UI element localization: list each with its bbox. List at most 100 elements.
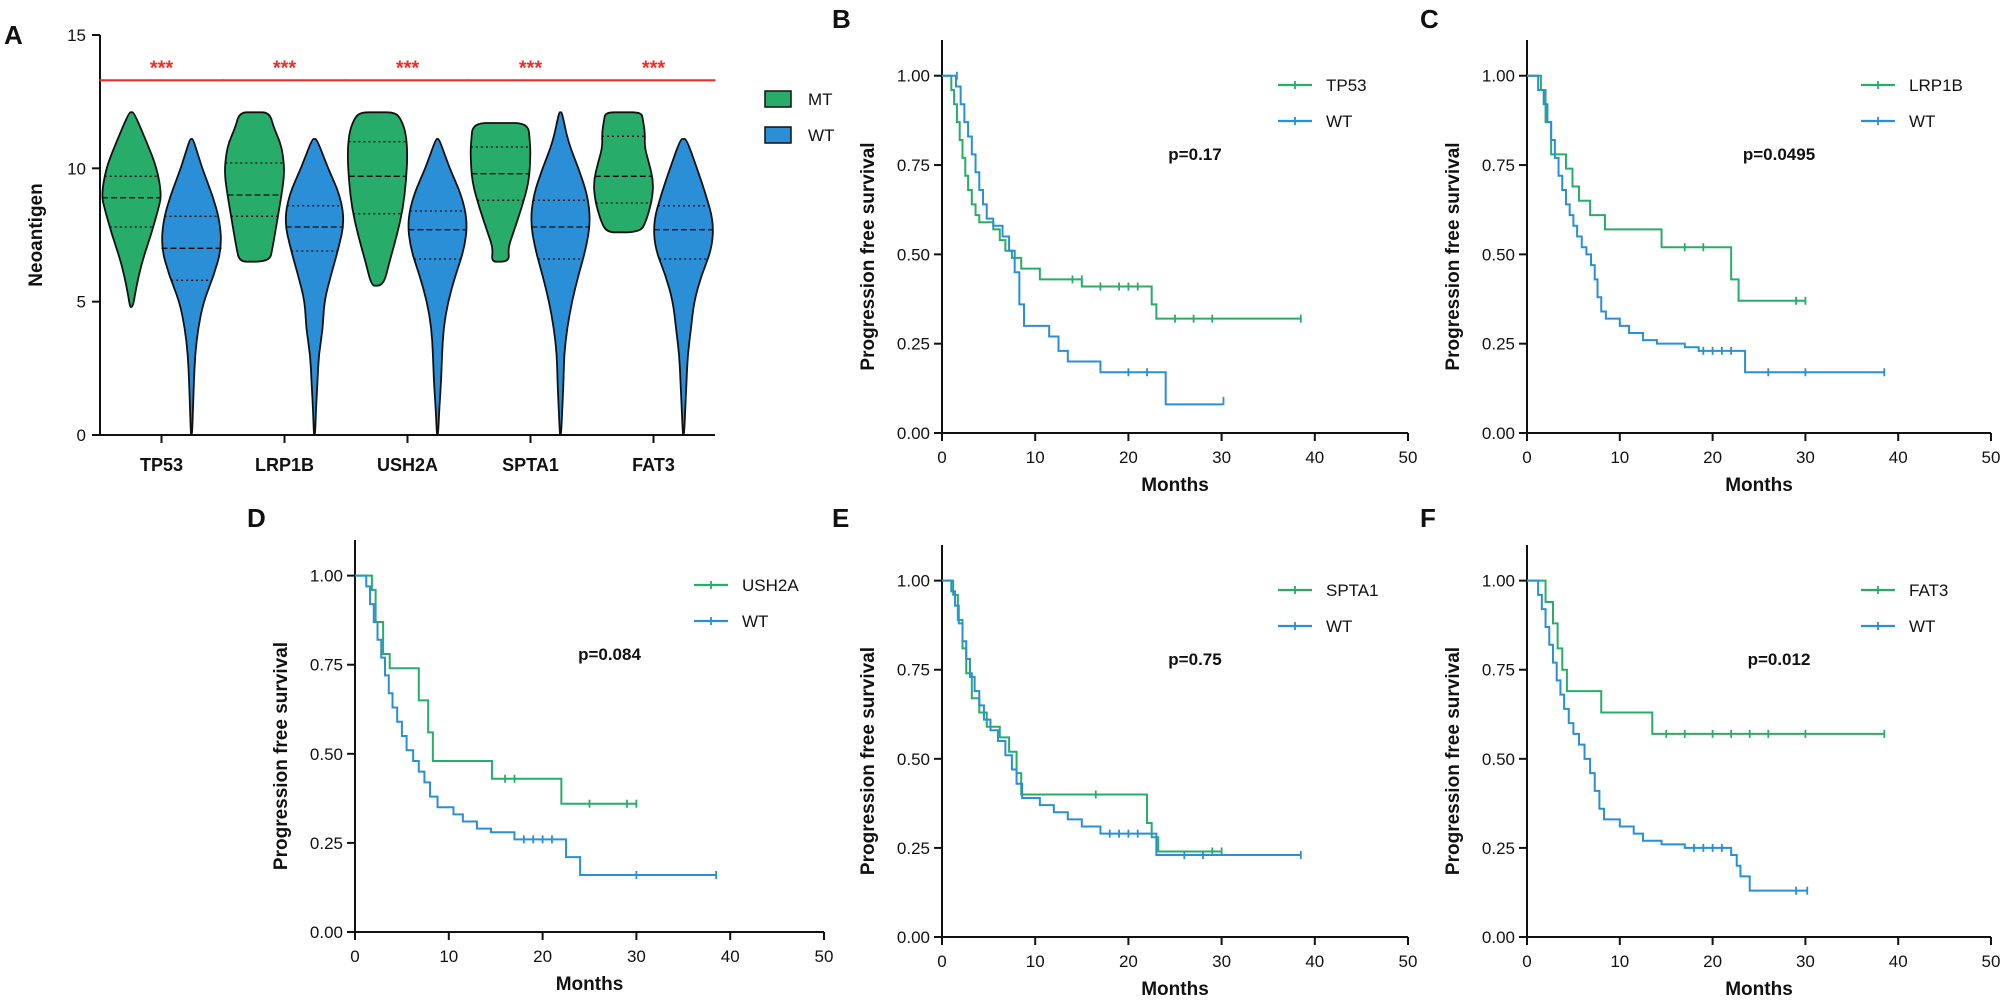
- legend-label-wt: WT: [1909, 617, 1935, 636]
- y-tick-label: 0.50: [897, 245, 930, 264]
- x-tick-label: 0: [937, 952, 946, 971]
- violin-mt-fat3: [593, 111, 654, 234]
- x-tick-label: 50: [1399, 952, 1418, 971]
- km-curve-fat3: [1527, 579, 1885, 735]
- violin-wt-fat3: [653, 138, 714, 436]
- y-tick-label: 1.00: [1482, 67, 1515, 86]
- significance-stars: ***: [396, 57, 420, 79]
- violin-wt-tp53: [161, 138, 222, 436]
- legend-label-wt: WT: [742, 612, 768, 631]
- p-value: p=0.084: [578, 645, 641, 664]
- panel-d-km-chart: D 0.00 0.25 0.50 0.75 1.00 0 10 20 30 40 50 Months Pr…: [247, 503, 833, 995]
- y-tick-label: 5: [77, 293, 86, 312]
- legend-label-ush2a: USH2A: [742, 576, 799, 595]
- y-tick-label: 0.75: [897, 661, 930, 680]
- y-tick-label: 0: [77, 426, 86, 445]
- x-tick-label: 30: [627, 947, 646, 966]
- x-tick-label: 20: [1703, 952, 1722, 971]
- y-tick-label: 0.50: [1482, 750, 1515, 769]
- violin-mt-ush2a: [346, 111, 409, 287]
- x-tick-label: 0: [1522, 952, 1531, 971]
- violin-mt-tp53: [101, 111, 162, 308]
- y-tick-label: 15: [67, 26, 86, 45]
- panel-letter-b: B: [832, 4, 851, 34]
- x-tick-label-lrp1b: LRP1B: [255, 455, 314, 475]
- violin-wt-lrp1b: [284, 138, 345, 436]
- x-tick-label: 50: [1399, 448, 1418, 467]
- legend-label-mt: MT: [808, 90, 833, 109]
- y-tick-label: 0.25: [1482, 335, 1515, 354]
- x-axis-label: Months: [1141, 979, 1209, 1000]
- panel-letter-e: E: [832, 503, 849, 533]
- p-value: p=0.0495: [1743, 145, 1815, 164]
- x-tick-label-fat3: FAT3: [632, 455, 675, 475]
- y-tick-label: 1.00: [897, 572, 930, 591]
- y-tick-label: 0.75: [897, 156, 930, 175]
- panel-letter-f: F: [1420, 503, 1436, 533]
- y-tick-label: 0.75: [310, 656, 343, 675]
- x-tick-label: 0: [1522, 448, 1531, 467]
- x-tick-label: 10: [1610, 448, 1629, 467]
- y-axis-label: Neoantigen: [26, 183, 47, 286]
- x-tick-label: 30: [1796, 952, 1815, 971]
- legend-label-wt: WT: [1909, 112, 1935, 131]
- y-tick-label: 0.00: [1482, 424, 1515, 443]
- x-tick-label: 40: [1305, 952, 1324, 971]
- violin-wt-ush2a: [407, 138, 468, 436]
- x-tick-label: 40: [1889, 448, 1908, 467]
- panel-c-km-chart: C 0.00 0.25 0.50 0.75 1.00 0 10 20 30 40 50 Months Pr…: [1420, 4, 2000, 496]
- violin-mt-lrp1b: [224, 111, 285, 263]
- x-tick-label: 50: [1982, 448, 2001, 467]
- y-tick-label: 0.50: [310, 745, 343, 764]
- panel-e-km-chart: E 0.00 0.25 0.50 0.75 1.00 0 10 20 30 40 50 Months Pr…: [832, 503, 1417, 1000]
- p-value: p=0.012: [1748, 650, 1811, 669]
- significance-stars: ***: [642, 57, 666, 79]
- x-tick-label-ush2a: USH2A: [377, 455, 438, 475]
- y-axis-label: Progression free survival: [858, 142, 879, 370]
- y-tick-label: 0.00: [1482, 928, 1515, 947]
- x-tick-label: 40: [1889, 952, 1908, 971]
- km-curve-wt: [942, 579, 1301, 857]
- legend-label-wt: WT: [808, 126, 834, 145]
- y-axis-label: Progression free survival: [271, 642, 292, 870]
- km-curve-lrp1b: [1527, 74, 1806, 302]
- x-axis-label: Months: [1725, 475, 1793, 496]
- y-tick-label: 1.00: [897, 67, 930, 86]
- legend-label-spta1: SPTA1: [1326, 581, 1379, 600]
- y-tick-label: 0.75: [1482, 156, 1515, 175]
- y-tick-label: 0.25: [1482, 839, 1515, 858]
- y-tick-label: 10: [67, 159, 86, 178]
- legend-label-wt: WT: [1326, 112, 1352, 131]
- km-curve-wt: [355, 574, 717, 876]
- y-tick-label: 0.50: [1482, 245, 1515, 264]
- y-tick-label: 0.75: [1482, 661, 1515, 680]
- y-tick-label: 0.50: [897, 750, 930, 769]
- significance-stars: ***: [519, 57, 543, 79]
- x-tick-label: 10: [439, 947, 458, 966]
- y-tick-label: 1.00: [1482, 572, 1515, 591]
- x-tick-label-tp53: TP53: [140, 455, 183, 475]
- y-tick-label: 0.00: [310, 923, 343, 942]
- x-tick-label: 40: [1305, 448, 1324, 467]
- violin-wt-spta1: [530, 111, 591, 436]
- x-tick-label: 50: [1982, 952, 2001, 971]
- km-curve-ush2a: [355, 574, 637, 805]
- y-axis-label: Progression free survival: [1443, 142, 1464, 370]
- y-tick-label: 0.25: [310, 834, 343, 853]
- significance-stars: ***: [273, 57, 297, 79]
- x-tick-label: 10: [1610, 952, 1629, 971]
- km-curve-wt: [942, 74, 1224, 406]
- x-tick-label-spta1: SPTA1: [502, 455, 559, 475]
- legend-label-fat3: FAT3: [1909, 581, 1948, 600]
- km-curve-spta1: [942, 579, 1222, 853]
- legend-swatch-mt: [764, 90, 792, 108]
- p-value: p=0.17: [1168, 145, 1221, 164]
- x-tick-label: 30: [1212, 448, 1231, 467]
- panel-f-km-chart: F 0.00 0.25 0.50 0.75 1.00 0 10 20 30 40 50 Months Pr…: [1420, 503, 2000, 1000]
- x-axis-label: Months: [1725, 979, 1793, 1000]
- x-tick-label: 10: [1026, 448, 1045, 467]
- x-axis-label: Months: [1141, 475, 1209, 496]
- panel-letter-d: D: [247, 503, 266, 533]
- violin-mt-spta1: [469, 122, 532, 263]
